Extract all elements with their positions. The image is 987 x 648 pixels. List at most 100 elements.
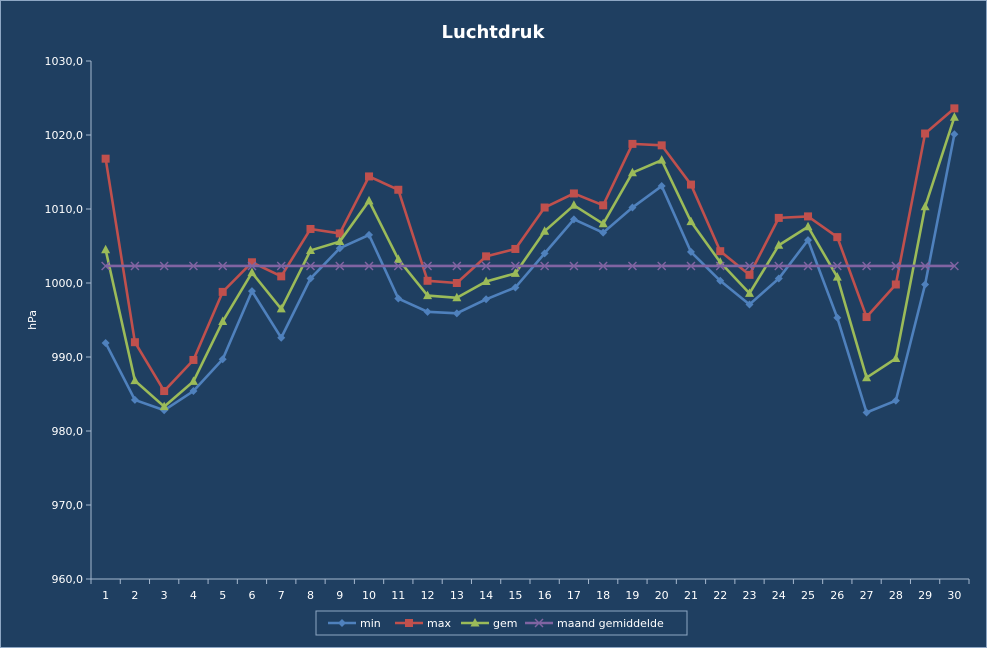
data-point-gem	[101, 244, 111, 254]
data-point-gem	[510, 268, 520, 277]
data-point-max	[774, 213, 783, 222]
data-point-gem	[657, 155, 667, 164]
data-point-min	[628, 203, 637, 212]
data-point-max	[482, 252, 491, 261]
data-point-max	[599, 201, 608, 210]
x-tick-label: 27	[860, 589, 874, 602]
data-point-max	[569, 189, 578, 198]
x-tick-label: 30	[947, 589, 961, 602]
data-point-maand-gemiddelde	[218, 261, 228, 271]
data-point-maand-gemiddelde	[627, 261, 637, 271]
data-point-min	[862, 408, 871, 417]
legend-label: maand gemiddelde	[557, 617, 664, 630]
data-point-max	[833, 233, 842, 242]
series-min	[101, 130, 959, 417]
x-tick-label: 13	[450, 589, 464, 602]
data-point-max	[247, 258, 256, 267]
data-point-max	[160, 387, 169, 396]
data-point-maand-gemiddelde	[569, 261, 579, 271]
legend-label: min	[360, 617, 381, 630]
data-point-maand-gemiddelde	[510, 261, 520, 271]
data-point-maand-gemiddelde	[920, 261, 930, 271]
data-point-maand-gemiddelde	[949, 261, 959, 271]
data-point-min	[189, 387, 198, 396]
data-point-gem	[452, 292, 462, 302]
data-point-min	[921, 280, 930, 289]
y-tick-label: 990,0	[52, 351, 84, 364]
data-point-gem	[364, 195, 374, 205]
x-tick-label: 23	[743, 589, 757, 602]
data-point-maand-gemiddelde	[276, 261, 286, 271]
data-point-min	[306, 274, 315, 283]
data-point-gem	[218, 316, 228, 325]
x-tick-label: 4	[190, 589, 197, 602]
y-tick-label: 1030,0	[45, 55, 84, 68]
y-tick-label: 1020,0	[45, 129, 84, 142]
data-point-gem	[745, 288, 754, 297]
data-point-max	[452, 279, 461, 287]
data-point-min	[218, 355, 227, 364]
data-point-maand-gemiddelde	[481, 261, 491, 271]
legend-label: max	[427, 617, 451, 630]
x-tick-label: 25	[801, 589, 815, 602]
data-point-maand-gemiddelde	[130, 261, 140, 271]
data-point-min	[804, 236, 813, 245]
legend-box	[315, 610, 688, 636]
data-point-max	[804, 212, 813, 221]
data-point-gem	[920, 201, 930, 211]
data-point-min	[569, 215, 578, 224]
x-tick-label: 5	[219, 589, 226, 602]
data-point-max	[540, 203, 549, 212]
data-point-gem	[130, 375, 140, 385]
data-point-maand-gemiddelde	[832, 261, 842, 271]
x-tick-label: 22	[713, 589, 727, 602]
data-point-max	[716, 247, 725, 256]
series-line-gem	[104, 116, 956, 408]
data-point-max	[306, 224, 315, 233]
legend-swatch-marker	[470, 618, 480, 627]
x-tick-label: 14	[479, 589, 493, 602]
x-tick-label: 17	[567, 589, 581, 602]
data-point-min	[335, 244, 344, 253]
data-point-maand-gemiddelde	[306, 261, 315, 271]
legend-label: gem	[493, 617, 517, 630]
data-point-min	[745, 300, 754, 309]
data-point-min	[365, 230, 374, 239]
data-point-min	[774, 274, 783, 283]
data-point-max	[101, 154, 110, 163]
data-point-gem	[393, 254, 403, 263]
legend-entry-min: min	[328, 617, 381, 630]
data-point-min	[482, 295, 491, 304]
data-point-max	[335, 229, 344, 238]
data-point-maand-gemiddelde	[335, 261, 345, 271]
legend-entry-gem: gem	[461, 617, 517, 630]
legend: min max gem maand gemiddelde	[315, 610, 688, 636]
data-point-maand-gemiddelde	[393, 261, 403, 271]
data-point-min	[130, 395, 139, 404]
data-point-gem	[803, 221, 813, 231]
data-point-min	[511, 283, 520, 292]
x-tick-label: 20	[655, 589, 669, 602]
data-point-min	[394, 294, 403, 303]
x-tick-label: 19	[625, 589, 639, 602]
series-line-min	[104, 134, 956, 414]
data-point-max	[921, 129, 930, 138]
data-point-gem	[686, 216, 696, 226]
data-point-min	[277, 333, 286, 342]
data-point-maand-gemiddelde	[803, 261, 813, 271]
x-tick-label: 3	[161, 589, 168, 602]
data-point-maand-gemiddelde	[745, 261, 754, 271]
data-point-max	[657, 141, 666, 150]
data-point-min	[657, 182, 666, 191]
data-point-min	[452, 309, 461, 318]
data-point-maand-gemiddelde	[101, 261, 111, 271]
x-tick-label: 12	[421, 589, 435, 602]
x-tick-label: 8	[307, 589, 314, 602]
y-tick-label: 960,0	[52, 573, 84, 586]
data-point-max	[950, 104, 959, 113]
data-point-maand-gemiddelde	[862, 261, 872, 271]
chart-title: Luchtdruk	[442, 22, 546, 43]
data-point-gem	[569, 200, 579, 209]
data-point-min	[950, 130, 959, 139]
